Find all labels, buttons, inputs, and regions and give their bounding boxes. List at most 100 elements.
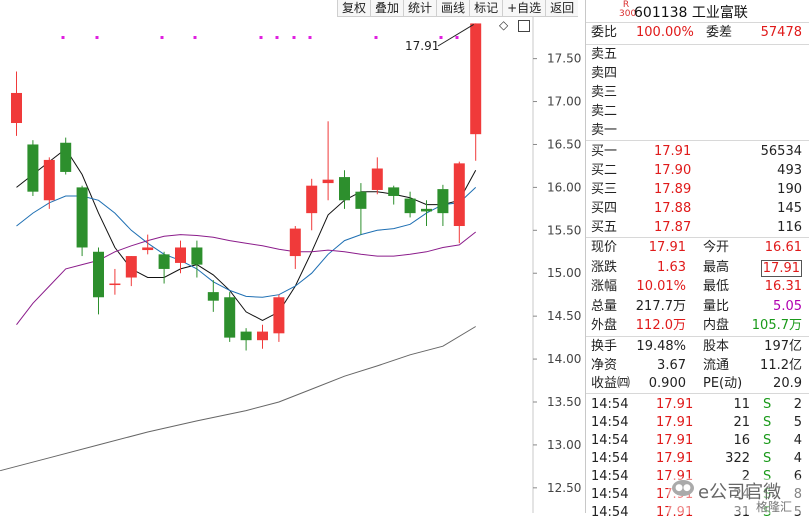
weibi-row: 委比 100.00% 委差 57478 — [586, 23, 809, 42]
tick-count: 8 — [793, 487, 802, 502]
stat-value: 17.91 — [648, 240, 686, 255]
sell-label: 卖四 — [591, 66, 618, 81]
candle-body — [11, 92, 22, 124]
candle-body — [289, 228, 301, 257]
fundamental-label: 流通 — [703, 357, 730, 373]
sell-row: 卖三 — [586, 83, 809, 102]
signal-marker — [439, 36, 443, 39]
buy-volume: 56534 — [760, 144, 802, 159]
draw-line-button[interactable]: 画线 — [436, 0, 470, 17]
candle-body — [43, 159, 55, 201]
stat-label: 最高 — [703, 259, 730, 275]
buy-label: 买二 — [591, 163, 618, 178]
candle-body — [388, 187, 400, 196]
y-tick-label: 14.50 — [547, 309, 581, 323]
stat-label: 外盘 — [591, 318, 618, 333]
weibi-value: 100.00% — [636, 25, 694, 40]
candle-body — [191, 247, 203, 265]
stat-label: 内盘 — [703, 318, 730, 333]
overlay-button[interactable]: 叠加 — [370, 0, 404, 17]
tick-count: 5 — [793, 415, 802, 430]
stat-label: 涨跌 — [591, 259, 618, 275]
ma-line-3 — [0, 326, 476, 472]
buy-volume: 145 — [777, 201, 802, 216]
stock-name: 工业富联 — [691, 5, 748, 21]
candle-body — [339, 177, 350, 201]
watermark-sub: 格隆汇 — [756, 500, 793, 514]
y-tick-label: 17.50 — [547, 52, 581, 66]
y-tick-label: 13.00 — [547, 438, 581, 452]
tick-count: 6 — [793, 469, 802, 484]
fundamental-label: 净资 — [591, 357, 618, 373]
tick-volume: 21 — [733, 415, 750, 430]
mark-button[interactable]: 标记 — [469, 0, 503, 17]
add-watchlist-button[interactable]: +自选 — [502, 0, 546, 17]
fundamental-row: 换手 19.48% 股本 197亿 — [586, 337, 809, 356]
max-price-label: 17.91 — [405, 39, 439, 53]
candle-body — [240, 331, 252, 341]
sell-label: 卖三 — [591, 85, 618, 100]
chart-toolbar: 复权 叠加 统计 画线 标记 +自选 返回 — [337, 0, 579, 17]
candle-body — [27, 144, 39, 192]
tick-volume: 322 — [725, 451, 750, 466]
tick-side: S — [763, 433, 772, 448]
back-button[interactable]: 返回 — [545, 0, 579, 17]
stat-row: 涨跌 1.63 最高 17.91 — [586, 258, 809, 277]
fundamental-value: 197亿 — [764, 339, 802, 354]
sell-row: 卖一 — [586, 121, 809, 140]
candle-body — [371, 168, 383, 190]
tick-side: S — [763, 415, 772, 430]
stat-value: 112.0万 — [635, 318, 686, 333]
y-tick-label: 15.00 — [547, 266, 581, 280]
tick-time: 14:54 — [591, 487, 629, 502]
candle-body — [76, 187, 88, 248]
buy-price: 17.90 — [654, 163, 692, 178]
y-tick-label: 12.50 — [547, 481, 581, 495]
statistics-button[interactable]: 统计 — [403, 0, 437, 17]
tick-count: 4 — [793, 433, 802, 448]
tick-side: S — [763, 397, 772, 412]
fundamental-label: 换手 — [591, 339, 618, 354]
candle-body — [355, 191, 367, 209]
stat-label: 量比 — [703, 298, 730, 314]
sell-label: 卖一 — [591, 123, 618, 138]
stat-row: 现价 17.91 今开 16.61 — [586, 238, 809, 257]
candle-body — [60, 142, 72, 172]
tick-time: 14:54 — [591, 451, 629, 466]
wechat-icon: ●● — [672, 480, 694, 496]
fundamental-value: 20.9 — [773, 376, 802, 391]
sell-label: 卖二 — [591, 104, 618, 119]
tick-side: S — [763, 469, 772, 484]
stat-label: 今开 — [703, 240, 730, 255]
tick-time: 14:54 — [591, 469, 629, 484]
window-toggle-icon[interactable] — [518, 20, 530, 32]
stat-value: 17.91 — [760, 259, 802, 277]
stat-value: 16.31 — [764, 279, 802, 294]
watermark-text: e公司官微 — [698, 482, 782, 503]
diamond-icon[interactable]: ◇ — [499, 18, 509, 32]
tick-row: 14:54 17.91 16 S 4 — [586, 431, 809, 450]
fundamental-value: 0.900 — [648, 376, 686, 391]
fundamental-label: 股本 — [703, 339, 730, 354]
sell-row: 卖四 — [586, 64, 809, 83]
candlestick-chart[interactable]: 17.50 17.00 16.50 16.00 15.50 15.00 14.50 14.00… — [0, 0, 585, 513]
tick-count: 4 — [793, 451, 802, 466]
signal-marker — [374, 36, 378, 39]
tick-count: 2 — [793, 397, 802, 412]
buy-label: 买一 — [591, 144, 618, 159]
stat-row: 总量 217.7万 量比 5.05 — [586, 297, 809, 316]
buy-price: 17.91 — [654, 144, 692, 159]
buy-row: 买四 17.88 145 — [586, 199, 809, 218]
tick-volume: 24 — [733, 487, 750, 502]
tick-volume: 2 — [741, 469, 750, 484]
restore-rights-button[interactable]: 复权 — [337, 0, 371, 17]
tick-row: 14:54 17.91 11 S 2 — [586, 395, 809, 414]
candle-body — [158, 254, 170, 269]
ma-line-1 — [16, 187, 477, 298]
y-tick-label: 15.50 — [547, 223, 581, 237]
candle-body — [306, 185, 318, 214]
buy-volume: 493 — [777, 163, 802, 178]
y-tick-label: 17.00 — [547, 95, 581, 109]
signal-marker — [455, 36, 459, 39]
tick-volume: 11 — [733, 397, 750, 412]
